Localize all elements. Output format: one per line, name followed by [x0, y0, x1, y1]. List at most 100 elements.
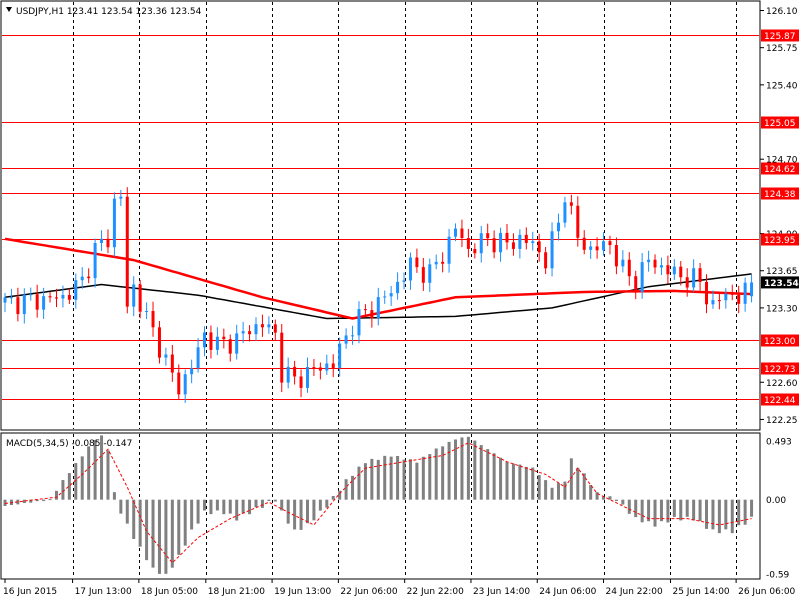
candle[interactable]	[196, 337, 200, 373]
candle[interactable]	[692, 259, 696, 293]
candle[interactable]	[608, 235, 612, 255]
candle[interactable]	[743, 277, 747, 312]
candle[interactable]	[67, 288, 71, 305]
candle[interactable]	[9, 288, 13, 304]
candle[interactable]	[177, 364, 181, 400]
candle[interactable]	[659, 257, 663, 275]
candle[interactable]	[511, 233, 515, 256]
candle[interactable]	[717, 292, 721, 310]
candle[interactable]	[492, 230, 496, 259]
candle[interactable]	[260, 314, 264, 337]
candle[interactable]	[402, 272, 406, 290]
candle[interactable]	[408, 252, 412, 290]
candle[interactable]	[293, 360, 297, 385]
candle[interactable]	[447, 228, 451, 273]
candle[interactable]	[595, 237, 599, 259]
candle[interactable]	[614, 237, 618, 275]
candle[interactable]	[486, 223, 490, 247]
dropdown-triangle-icon[interactable]	[6, 7, 12, 12]
candle[interactable]	[357, 301, 361, 344]
candle[interactable]	[428, 258, 432, 293]
candle[interactable]	[87, 268, 91, 284]
candle[interactable]	[157, 321, 161, 364]
candle[interactable]	[170, 345, 174, 382]
candle[interactable]	[222, 328, 226, 349]
candle[interactable]	[151, 301, 155, 337]
candle[interactable]	[318, 362, 322, 380]
candle[interactable]	[241, 321, 245, 343]
candle[interactable]	[164, 347, 168, 366]
candle[interactable]	[299, 369, 303, 398]
candle[interactable]	[54, 288, 58, 308]
candle[interactable]	[273, 319, 277, 341]
candle[interactable]	[363, 304, 367, 317]
candle[interactable]	[415, 248, 419, 273]
candle[interactable]	[254, 317, 258, 341]
candle[interactable]	[100, 230, 104, 251]
candle[interactable]	[125, 187, 129, 314]
candle[interactable]	[74, 273, 78, 309]
candle[interactable]	[460, 219, 464, 248]
candle[interactable]	[61, 285, 65, 308]
candle[interactable]	[441, 252, 445, 273]
candle[interactable]	[132, 276, 136, 317]
candle[interactable]	[215, 327, 219, 356]
candle[interactable]	[531, 231, 535, 251]
macd-indicator[interactable]	[3, 435, 754, 574]
candle[interactable]	[621, 250, 625, 273]
candle[interactable]	[537, 233, 541, 262]
candle[interactable]	[286, 357, 290, 389]
candle[interactable]	[576, 196, 580, 247]
candle[interactable]	[248, 325, 252, 342]
candle[interactable]	[351, 325, 355, 345]
candle[interactable]	[267, 316, 271, 334]
candle[interactable]	[209, 325, 213, 359]
candle[interactable]	[602, 232, 606, 256]
candle[interactable]	[396, 272, 400, 300]
candle[interactable]	[556, 213, 560, 241]
candle[interactable]	[653, 254, 657, 274]
candle[interactable]	[312, 359, 316, 377]
candle[interactable]	[338, 337, 342, 377]
candle[interactable]	[647, 250, 651, 272]
candle[interactable]	[80, 267, 84, 289]
candle[interactable]	[389, 285, 393, 306]
candle[interactable]	[48, 291, 52, 303]
candle[interactable]	[112, 192, 116, 257]
candle[interactable]	[16, 287, 20, 322]
candle[interactable]	[679, 261, 683, 286]
candle[interactable]	[640, 253, 644, 299]
candle[interactable]	[203, 326, 207, 357]
candle[interactable]	[22, 288, 26, 324]
candle[interactable]	[454, 223, 458, 242]
candle[interactable]	[145, 302, 149, 320]
candle[interactable]	[589, 241, 593, 259]
candle[interactable]	[698, 262, 702, 291]
candle[interactable]	[518, 229, 522, 259]
candle[interactable]	[344, 328, 348, 349]
candle[interactable]	[370, 301, 374, 328]
candle[interactable]	[183, 369, 187, 403]
candle[interactable]	[305, 357, 309, 393]
candle[interactable]	[544, 246, 548, 275]
candle[interactable]	[666, 255, 670, 284]
candle[interactable]	[434, 254, 438, 270]
candle[interactable]	[479, 225, 483, 263]
candle[interactable]	[550, 222, 554, 277]
candle[interactable]	[582, 230, 586, 255]
candle[interactable]	[724, 288, 728, 309]
candle[interactable]	[705, 274, 709, 314]
candles[interactable]	[3, 187, 754, 403]
candle[interactable]	[730, 284, 734, 301]
candle[interactable]	[29, 287, 33, 301]
candle[interactable]	[466, 228, 470, 258]
candle[interactable]	[138, 279, 142, 319]
candle[interactable]	[235, 324, 239, 360]
candle[interactable]	[505, 223, 509, 250]
candle[interactable]	[685, 268, 689, 297]
candle[interactable]	[190, 359, 194, 384]
candle[interactable]	[627, 252, 631, 286]
candle[interactable]	[331, 354, 335, 378]
candle[interactable]	[750, 274, 754, 303]
